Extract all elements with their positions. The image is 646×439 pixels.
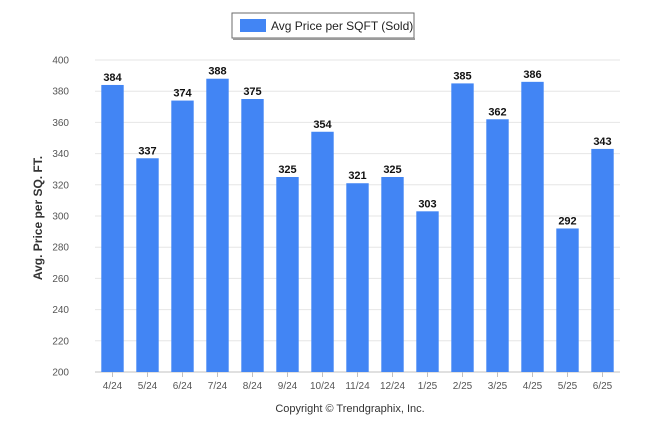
- x-tick-label: 8/24: [243, 381, 263, 392]
- data-label: 362: [488, 106, 506, 118]
- data-label: 375: [243, 86, 261, 98]
- data-label: 385: [453, 70, 471, 82]
- y-tick-label: 220: [52, 336, 69, 347]
- y-axis-ticks: 200 220 240 260 280 300 320 340 360 380 400: [52, 56, 69, 379]
- y-axis-title: Avg. Price per SQ. FT.: [31, 156, 45, 280]
- x-tick-label: 10/24: [310, 381, 335, 392]
- y-tick-label: 240: [52, 305, 69, 316]
- bar[interactable]: [101, 84, 124, 373]
- bars: [101, 78, 614, 373]
- x-tick-label: 12/24: [380, 381, 405, 392]
- bar[interactable]: [206, 78, 229, 372]
- data-label: 354: [313, 119, 332, 131]
- y-tick-label: 400: [52, 56, 69, 67]
- data-label: 343: [593, 136, 611, 148]
- data-label: 386: [523, 69, 541, 81]
- bar[interactable]: [311, 131, 334, 372]
- copyright-footer: Copyright © Trendgraphix, Inc.: [275, 403, 424, 415]
- data-label: 325: [383, 164, 401, 176]
- data-labels: 384 337 374 388 375 325 354 321 325 303 385 362 386 2…: [103, 66, 611, 228]
- y-tick-label: 340: [52, 149, 69, 160]
- bar[interactable]: [521, 81, 544, 372]
- legend-label: Avg Price per SQFT (Sold): [271, 19, 413, 33]
- bar[interactable]: [346, 183, 369, 372]
- bar[interactable]: [591, 148, 614, 372]
- y-tick-label: 200: [52, 368, 69, 379]
- x-tick-label: 2/25: [453, 381, 473, 392]
- data-label: 303: [418, 198, 436, 210]
- data-label: 321: [348, 170, 366, 182]
- data-label: 374: [173, 88, 192, 100]
- data-label: 337: [138, 145, 156, 157]
- y-tick-label: 380: [52, 87, 69, 98]
- x-tick-label: 7/24: [208, 381, 228, 392]
- data-label: 384: [103, 72, 122, 84]
- data-label: 292: [558, 215, 576, 227]
- data-label: 325: [278, 164, 296, 176]
- bar[interactable]: [451, 83, 474, 373]
- legend-swatch: [240, 19, 266, 32]
- x-tick-label: 3/25: [488, 381, 508, 392]
- x-tick-label: 5/24: [138, 381, 158, 392]
- x-tick-label: 1/25: [418, 381, 438, 392]
- bar[interactable]: [136, 158, 159, 372]
- y-tick-label: 320: [52, 180, 69, 191]
- x-tick-label: 4/25: [523, 381, 543, 392]
- x-tick-label: 9/24: [278, 381, 298, 392]
- x-tick-label: 6/24: [173, 381, 193, 392]
- y-tick-label: 300: [52, 212, 69, 223]
- x-tick-label: 5/25: [558, 381, 578, 392]
- bar[interactable]: [241, 99, 264, 372]
- y-tick-label: 280: [52, 243, 69, 254]
- bar[interactable]: [486, 119, 509, 372]
- bar[interactable]: [276, 177, 299, 372]
- x-tick-label: 11/24: [345, 381, 370, 392]
- bar[interactable]: [171, 100, 194, 372]
- bar[interactable]: [416, 211, 439, 372]
- x-tick-label: 4/24: [103, 381, 123, 392]
- y-tick-label: 360: [52, 118, 69, 129]
- x-axis-ticks: 4/24 5/24 6/24 7/24 8/24 9/24 10/24 11/24 12/24 1…: [103, 372, 613, 392]
- x-tick-label: 6/25: [593, 381, 613, 392]
- bar[interactable]: [381, 177, 404, 372]
- y-tick-label: 260: [52, 274, 69, 285]
- chart-legend[interactable]: Avg Price per SQFT (Sold): [231, 12, 415, 40]
- data-label: 388: [208, 66, 226, 78]
- bar[interactable]: [556, 228, 579, 372]
